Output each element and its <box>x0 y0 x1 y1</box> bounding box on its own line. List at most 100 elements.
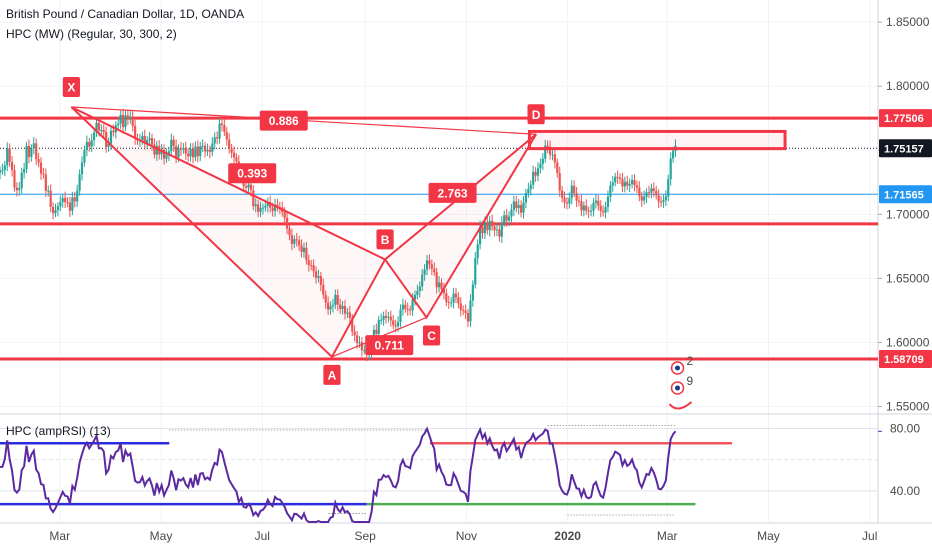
candle-body <box>599 205 602 211</box>
candle-body <box>517 204 520 209</box>
candle-body <box>546 145 549 147</box>
ratio-label-bg <box>259 110 308 131</box>
candle-body <box>228 139 231 149</box>
candle-body <box>235 157 238 162</box>
price-label: 1.71565 <box>884 189 924 201</box>
candle-body <box>126 115 129 119</box>
candle-body <box>6 148 9 166</box>
pivot-label-c: C <box>422 325 441 346</box>
candle-body <box>155 145 158 155</box>
candle-body <box>327 302 330 310</box>
candle-body <box>423 269 426 275</box>
candle-body <box>300 245 303 252</box>
candle-body <box>223 125 226 132</box>
candle-body <box>548 146 552 155</box>
candle-body <box>182 147 185 150</box>
candle-body <box>507 216 511 221</box>
grid-lines <box>0 0 932 524</box>
candle-body <box>37 159 40 163</box>
candle-body <box>341 306 344 309</box>
candle-body <box>51 206 55 214</box>
candle-body <box>201 145 204 147</box>
candle-body <box>1 170 4 172</box>
candle-body <box>117 123 120 126</box>
candle-body <box>203 145 207 152</box>
candle-body <box>529 184 532 190</box>
candle-body <box>406 308 409 310</box>
ratio-label-text: 0.711 <box>375 339 405 353</box>
candle-body <box>266 201 269 206</box>
candle-body <box>334 294 337 305</box>
candle-body <box>430 264 433 269</box>
candle-body <box>143 136 146 144</box>
candle-body <box>551 154 554 156</box>
candle-body <box>59 202 62 207</box>
ratio-label-bg <box>428 182 477 203</box>
candle-body <box>486 222 489 231</box>
candle-body <box>425 260 429 270</box>
candle-body <box>464 310 467 313</box>
candle-body <box>56 206 60 211</box>
price-label-bg <box>879 349 932 368</box>
candle-body <box>592 202 595 211</box>
candle-body <box>541 158 544 164</box>
candle-body <box>131 116 134 126</box>
candle-body <box>493 226 496 231</box>
candlestick-series <box>0 108 677 362</box>
candle-body <box>351 317 354 332</box>
candle-body <box>44 174 47 191</box>
candle-body <box>348 312 351 318</box>
candle-body <box>459 303 462 311</box>
candle-body <box>534 171 537 176</box>
candle-body <box>288 228 291 236</box>
candle-body <box>252 190 255 207</box>
candle-body <box>27 145 31 157</box>
candle-body <box>170 139 173 152</box>
candle-body <box>73 197 76 202</box>
candle-body <box>167 151 170 155</box>
candle-body <box>3 165 6 171</box>
candle-body <box>64 197 67 203</box>
candle-body <box>561 190 564 198</box>
pivot-label-x: X <box>62 76 80 97</box>
candle-body <box>428 260 431 265</box>
candle-body <box>194 146 197 158</box>
candle-body <box>23 168 26 173</box>
ratio-label-bg <box>365 335 414 356</box>
news-flag-dot <box>675 365 681 371</box>
osc-tick-label: 40.00 <box>890 484 920 498</box>
y-tick-label: 1.60000 <box>886 335 930 349</box>
oscillator-pane <box>0 424 878 523</box>
candle-body <box>10 161 14 171</box>
candle-body <box>469 300 472 322</box>
candle-body <box>121 114 125 128</box>
candle-body <box>319 276 322 285</box>
candle-body <box>483 222 487 234</box>
pivot-label-c-text: C <box>427 329 436 343</box>
candle-body <box>609 185 612 197</box>
candle-body <box>97 122 101 131</box>
y-tick-label: 1.55000 <box>886 399 930 413</box>
pivot-label-c-bg <box>422 325 441 346</box>
candle-body <box>589 210 593 212</box>
candle-body <box>462 310 465 312</box>
candle-body <box>232 152 236 158</box>
candle-body <box>421 274 424 287</box>
candle-body <box>399 309 402 323</box>
candle-body <box>433 268 436 273</box>
candle-body <box>343 306 347 314</box>
candle-body <box>515 201 518 209</box>
candle-body <box>440 282 443 290</box>
pivot-label-d-bg <box>527 104 545 125</box>
candle-body <box>165 154 168 159</box>
candle-body <box>416 291 419 295</box>
candle-body <box>437 282 441 288</box>
candle-body <box>310 265 313 267</box>
x-tick-label: Mar <box>657 529 678 543</box>
pivot-label-a-text: A <box>328 368 337 382</box>
candle-body <box>322 284 325 295</box>
amprsi-line <box>0 426 677 523</box>
candle-body <box>336 294 339 305</box>
candle-body <box>293 239 296 244</box>
candle-body <box>575 193 578 201</box>
